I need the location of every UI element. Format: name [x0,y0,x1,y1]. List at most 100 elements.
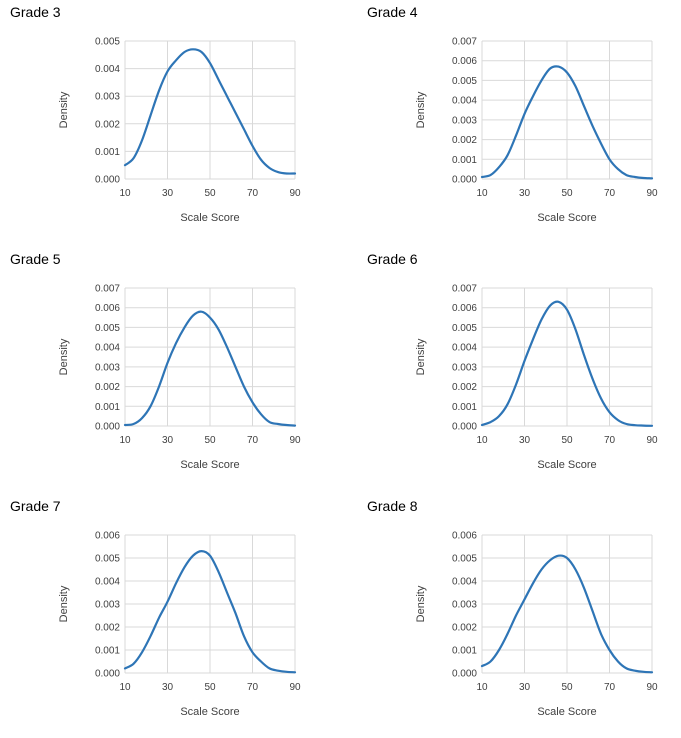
x-tick-label: 10 [476,188,488,199]
y-tick-label: 0.001 [452,155,477,166]
x-axis-title: Scale Score [180,706,239,718]
x-tick-label: 90 [646,682,658,693]
x-axis-title: Scale Score [537,706,596,718]
y-tick-label: 0.001 [452,646,477,657]
x-axis-title: Scale Score [537,459,596,471]
y-tick-label: 0.001 [95,402,120,413]
y-tick-label: 0.003 [452,115,477,126]
chart-title-grade-6: Grade 6 [367,251,418,267]
y-tick-label: 0.006 [95,531,120,542]
y-tick-label: 0.000 [452,669,477,680]
chart-grade-5: 0.000 0.001 0.002 0.003 0.004 0.005 0.006 0.007… [58,284,301,472]
y-tick-label: 0.002 [95,119,120,130]
x-tick-label: 50 [561,682,573,693]
y-tick-label: 0.002 [452,382,477,393]
x-tick-label: 30 [162,188,174,199]
x-tick-label: 10 [476,435,488,446]
x-tick-label: 10 [119,435,131,446]
y-tick-label: 0.005 [452,76,477,87]
chart-grade-8: 0.000 0.001 0.002 0.003 0.004 0.005 0.006 10 30 5… [415,531,658,719]
y-tick-label: 0.000 [95,669,120,680]
y-tick-label: 0.005 [95,37,120,48]
y-tick-label: 0.004 [95,577,120,588]
x-tick-label: 30 [519,435,531,446]
x-tick-label: 70 [247,188,259,199]
chart-grade-6: 0.000 0.001 0.002 0.003 0.004 0.005 0.006 0.007… [415,284,658,472]
chart-panel-grade-5: Grade 5 0.000 0.001 0.002 0.003 0.004 0.005 0.… [10,251,340,491]
y-tick-label: 0.003 [95,600,120,611]
y-tick-label: 0.006 [452,303,477,314]
x-axis-title: Scale Score [180,212,239,224]
y-tick-label: 0.002 [452,135,477,146]
chart-grade-7: 0.000 0.001 0.002 0.003 0.004 0.005 0.006 10 30 5… [58,531,301,719]
density-curve [480,65,654,180]
chart-panel-grade-4: Grade 4 0.000 0.001 0.002 0.003 0.004 0.005 0.… [367,4,681,244]
y-axis-title: Density [415,338,427,375]
x-tick-label: 50 [561,188,573,199]
y-tick-label: 0.006 [452,531,477,542]
x-tick-label: 50 [204,435,216,446]
y-tick-label: 0.007 [452,284,477,295]
x-tick-label: 70 [604,435,616,446]
x-axis-title: Scale Score [537,212,596,224]
density-curve [123,48,297,175]
x-tick-label: 70 [604,682,616,693]
y-tick-label: 0.001 [452,402,477,413]
y-tick-label: 0.005 [95,554,120,565]
chart-panel-grade-7: Grade 7 0.000 0.001 0.002 0.003 0.004 0.005 0.… [10,498,340,738]
x-tick-label: 90 [289,435,301,446]
y-tick-label: 0.002 [95,623,120,634]
y-tick-label: 0.007 [95,284,120,295]
chart-panel-grade-8: Grade 8 0.000 0.001 0.002 0.003 0.004 0.005 0.… [367,498,681,738]
chart-panel-grade-3: Grade 3 0.000 0.001 0.002 0.003 0.004 0.005 10… [10,4,340,244]
x-tick-label: 90 [646,435,658,446]
chart-title-grade-5: Grade 5 [10,251,61,267]
chart-panel-grade-6: Grade 6 0.000 0.001 0.002 0.003 0.004 0.005 0.… [367,251,681,491]
chart-title-grade-3: Grade 3 [10,4,61,20]
y-tick-label: 0.001 [95,147,120,158]
chart-grade-3: 0.000 0.001 0.002 0.003 0.004 0.005 10 30 50 70 90… [58,37,301,225]
y-tick-label: 0.007 [452,37,477,48]
y-tick-label: 0.004 [452,577,477,588]
y-tick-label: 0.001 [95,646,120,657]
density-curve [123,310,297,427]
y-tick-label: 0.003 [452,600,477,611]
y-tick-label: 0.003 [452,362,477,373]
y-tick-label: 0.004 [95,343,120,354]
density-curve [123,550,297,674]
x-tick-label: 10 [476,682,488,693]
y-axis-title: Density [415,585,427,622]
x-tick-label: 70 [247,682,259,693]
x-tick-label: 50 [204,682,216,693]
y-tick-label: 0.006 [95,303,120,314]
density-curve [480,554,654,674]
y-tick-label: 0.003 [95,362,120,373]
x-tick-label: 50 [561,435,573,446]
chart-title-grade-7: Grade 7 [10,498,61,514]
x-tick-label: 90 [289,188,301,199]
y-tick-label: 0.005 [452,323,477,334]
y-axis-title: Density [58,91,70,128]
x-tick-label: 30 [162,682,174,693]
y-tick-label: 0.002 [452,623,477,634]
x-tick-label: 10 [119,682,131,693]
density-curve [480,300,654,427]
y-tick-label: 0.000 [95,422,120,433]
y-axis-title: Density [58,338,70,375]
y-tick-label: 0.000 [452,422,477,433]
y-tick-label: 0.000 [452,175,477,186]
y-tick-label: 0.002 [95,382,120,393]
x-tick-label: 30 [162,435,174,446]
chart-title-grade-4: Grade 4 [367,4,418,20]
y-tick-label: 0.005 [452,554,477,565]
y-tick-label: 0.000 [95,175,120,186]
x-axis-title: Scale Score [180,459,239,471]
x-tick-label: 90 [646,188,658,199]
x-tick-label: 10 [119,188,131,199]
y-tick-label: 0.005 [95,323,120,334]
x-tick-label: 70 [247,435,259,446]
x-tick-label: 50 [204,188,216,199]
y-tick-label: 0.004 [452,96,477,107]
x-tick-label: 90 [289,682,301,693]
y-tick-label: 0.004 [95,64,120,75]
